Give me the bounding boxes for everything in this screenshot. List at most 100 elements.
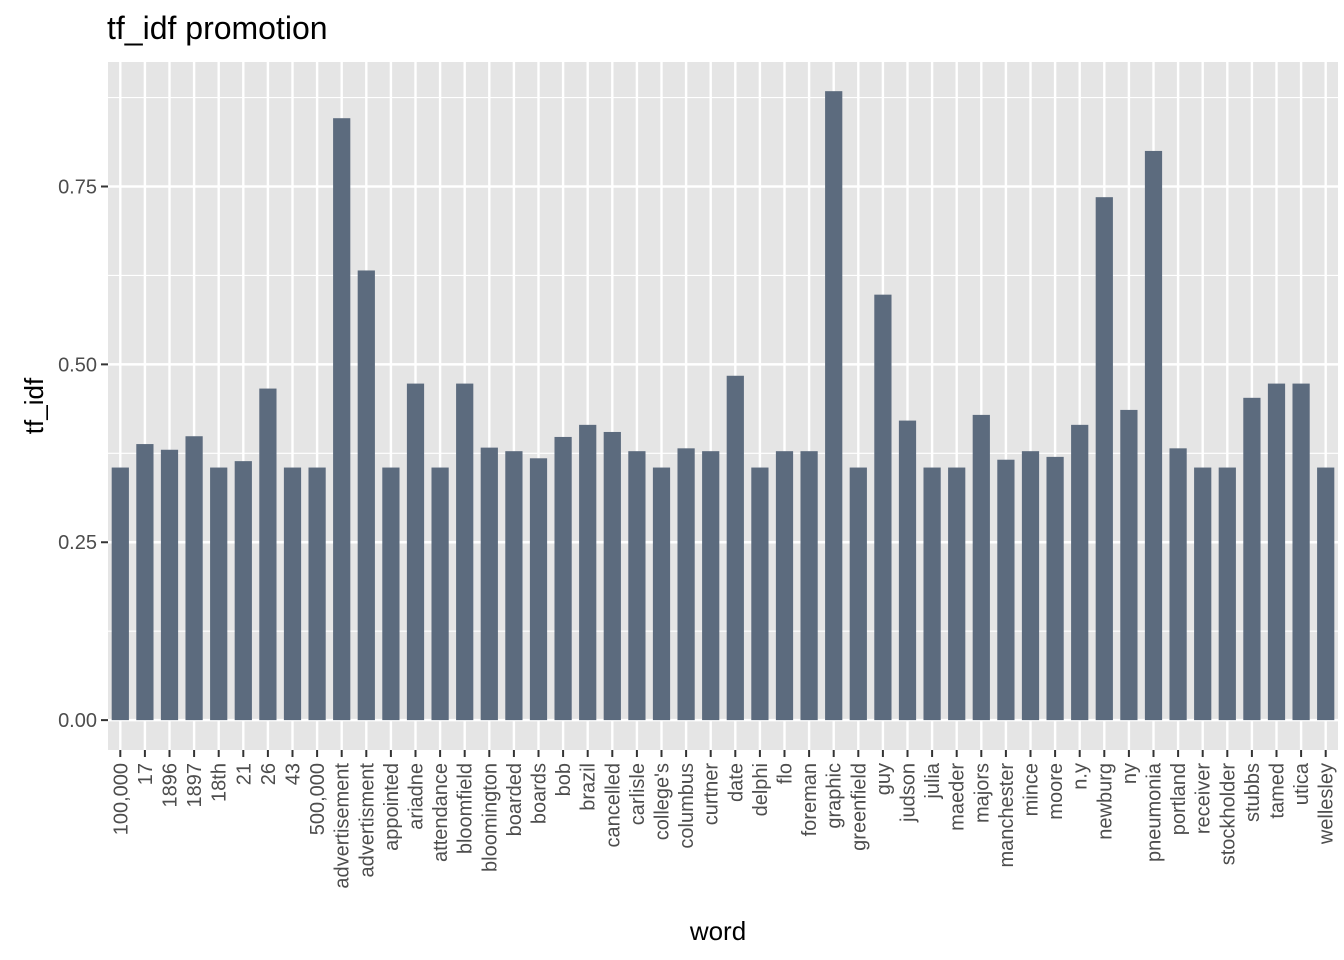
bar [259, 388, 277, 721]
bar [406, 383, 425, 721]
x-tick-label: foreman [799, 763, 821, 836]
bar [825, 91, 843, 721]
x-tick-label: advertisement [332, 763, 354, 889]
x-tick-label: brazil [578, 763, 600, 811]
bar [1243, 397, 1261, 721]
bar [480, 447, 498, 721]
bar [1095, 197, 1113, 721]
bar [357, 270, 375, 721]
x-axis-title: word [689, 916, 746, 946]
x-tick-label: cancelled [602, 763, 624, 848]
bar [874, 294, 892, 721]
bar [849, 467, 867, 721]
x-tick-label: stubbs [1242, 763, 1264, 822]
bar [111, 467, 129, 721]
bar [652, 467, 671, 721]
bar [456, 383, 474, 721]
bar [603, 431, 621, 721]
bar [1267, 383, 1286, 721]
x-tick-label: 43 [283, 763, 305, 785]
x-tick-label: delphi [750, 763, 772, 816]
bar [579, 424, 597, 721]
x-tick-label: greenfield [848, 763, 870, 851]
x-tick-label: receiver [1193, 763, 1215, 834]
x-tick-label: bloomfield [455, 763, 477, 854]
x-tick-label: tamed [1267, 763, 1289, 819]
x-tick-label: guy [873, 763, 895, 795]
x-tick-label: stockholder [1217, 763, 1239, 866]
x-tick-label: 26 [258, 763, 280, 785]
x-tick-label: julia [922, 762, 944, 799]
x-tick-label: mince [1021, 763, 1043, 816]
x-tick-label: 18th [209, 763, 231, 802]
bar [136, 444, 154, 721]
bar [1218, 467, 1236, 721]
bar [1144, 150, 1163, 721]
bar [923, 467, 941, 721]
x-tick-label: 1897 [184, 763, 206, 808]
bar [1046, 456, 1064, 721]
x-tick-label: college's [652, 763, 674, 840]
bar [948, 467, 966, 721]
bar [1169, 448, 1187, 721]
y-axis: 0.00 0.25 0.50 0.75 [58, 177, 108, 732]
bar [308, 467, 326, 721]
bar [1021, 451, 1040, 721]
bar [702, 451, 720, 721]
x-tick-label: 21 [233, 763, 255, 785]
x-tick-label: appointed [381, 763, 403, 851]
bar [800, 451, 818, 721]
bar [185, 436, 203, 721]
x-tick-label: bob [553, 763, 575, 796]
x-tick-label: 17 [135, 763, 157, 785]
bar [505, 451, 523, 721]
bar [1071, 424, 1089, 721]
x-tick-label: advertisment [356, 763, 378, 878]
bar [554, 436, 572, 721]
x-tick-label: bloomington [479, 763, 501, 872]
bar [529, 458, 548, 721]
x-tick-label: flo [775, 763, 797, 784]
x-tick-label: columbus [676, 763, 698, 849]
bar [234, 461, 252, 721]
y-tick-label: 0.75 [58, 177, 97, 199]
bar [751, 467, 769, 721]
bar [283, 467, 302, 721]
x-tick-label: 1896 [160, 763, 182, 808]
y-tick-label: 0.00 [58, 710, 97, 732]
bars [111, 91, 1335, 721]
bar [382, 467, 400, 721]
x-tick-label: attendance [430, 763, 452, 862]
y-tick-label: 0.50 [58, 354, 97, 376]
x-tick-label: 500,000 [307, 763, 329, 835]
x-tick-label: ariadne [406, 763, 428, 830]
x-axis: 100,000 17 1896 1897 18th 21 26 43 500,000 advert… [110, 750, 1338, 889]
x-tick-label: boarded [504, 763, 526, 836]
x-tick-label: newburg [1094, 763, 1116, 840]
x-tick-label: pneumonia [1144, 762, 1166, 862]
bar [1317, 467, 1335, 721]
x-tick-label: graphic [824, 763, 846, 829]
bar [628, 451, 646, 721]
bar [726, 375, 744, 721]
bar [1120, 409, 1138, 721]
bar [160, 449, 179, 721]
x-tick-label: curtner [701, 763, 723, 826]
x-tick-label: moore [1045, 763, 1067, 820]
bar [972, 414, 990, 721]
x-tick-label: portland [1168, 763, 1190, 835]
bar [677, 448, 695, 721]
x-tick-label: boards [529, 763, 551, 824]
x-tick-label: wellesley [1316, 763, 1338, 845]
bar [775, 451, 794, 721]
bar [333, 118, 351, 721]
x-tick-label: n.y [1070, 763, 1092, 790]
bar [210, 467, 228, 721]
x-tick-label: maeder [947, 763, 969, 831]
bar [1194, 467, 1212, 721]
x-tick-label: majors [971, 763, 993, 823]
x-tick-label: utica [1291, 762, 1313, 805]
bar [431, 467, 449, 721]
x-tick-label: 100,000 [110, 763, 132, 835]
